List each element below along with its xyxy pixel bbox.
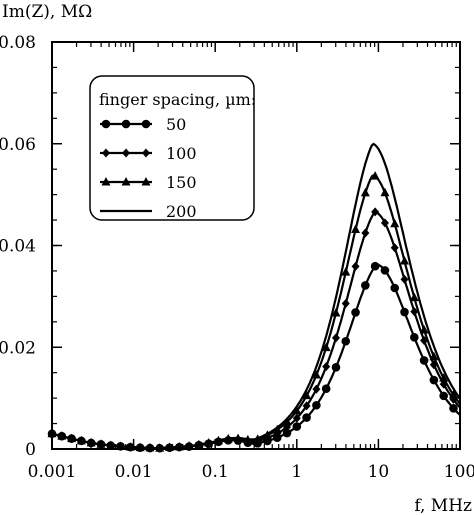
marker-triangle	[341, 267, 351, 276]
marker-circle	[341, 336, 351, 346]
marker-diamond	[351, 261, 360, 271]
x-tick-label: 1	[291, 462, 302, 482]
marker-triangle	[400, 256, 410, 265]
marker-diamond	[400, 274, 409, 284]
marker-circle	[429, 375, 439, 385]
marker-diamond	[410, 307, 419, 317]
marker-triangle	[321, 342, 331, 352]
marker-circle	[141, 119, 151, 129]
marker-circle	[439, 391, 448, 401]
marker-circle	[121, 119, 131, 129]
marker-triangle	[448, 389, 458, 399]
marker-triangle	[351, 224, 361, 233]
legend-label-200: 200	[166, 202, 197, 221]
marker-diamond	[371, 207, 380, 217]
legend-box	[89, 75, 255, 221]
x-tick-label: 100	[444, 462, 474, 482]
marker-diamond	[122, 148, 130, 158]
marker-diamond	[102, 148, 110, 158]
y-tick-label: 0.06	[0, 135, 36, 155]
marker-triangle	[121, 177, 131, 186]
marker-diamond	[142, 148, 150, 158]
series-line-100	[51, 210, 461, 450]
legend: finger spacing, µm: 50 100 150 200	[89, 75, 256, 221]
marker-circle	[390, 283, 400, 293]
marker-circle	[370, 261, 380, 271]
y-tick-label: 0.08	[0, 33, 36, 53]
marker-diamond	[341, 298, 350, 308]
marker-triangle	[360, 187, 370, 197]
marker-circle	[282, 428, 292, 438]
marker-triangle	[101, 177, 111, 186]
x-tick-label: 0.01	[115, 462, 153, 482]
marker-triangle	[429, 351, 439, 361]
axes: 0.001 0.01 0.1 1 10 100 0 0.02 0.04 0.06 0.08	[0, 33, 474, 482]
marker-circle	[101, 119, 111, 129]
marker-diamond	[390, 243, 399, 253]
marker-triangle	[409, 292, 419, 302]
marker-triangle	[390, 218, 400, 228]
marker-triangle	[302, 390, 312, 400]
marker-triangle	[282, 416, 292, 426]
marker-triangle	[331, 307, 341, 317]
series-100	[48, 207, 461, 453]
marker-circle	[419, 356, 429, 365]
marker-triangle	[311, 370, 321, 379]
series-line-50	[51, 263, 461, 450]
marker-diamond	[331, 333, 340, 343]
legend-label-50: 50	[166, 115, 186, 134]
marker-circle	[400, 307, 409, 317]
marker-triangle	[419, 324, 429, 334]
marker-circle	[312, 400, 321, 410]
marker-circle	[302, 413, 311, 422]
series-50	[47, 261, 461, 453]
legend-label-150: 150	[166, 173, 197, 192]
marker-circle	[410, 333, 419, 342]
marker-triangle	[272, 424, 282, 434]
marker-triangle	[292, 405, 302, 415]
legend-title: finger spacing, µm:	[99, 90, 256, 109]
x-tick-label: 10	[368, 462, 390, 482]
series-line-200	[51, 142, 461, 450]
marker-diamond	[361, 228, 370, 238]
marker-circle	[361, 281, 370, 290]
x-tick-label: 0.001	[28, 462, 77, 482]
marker-diamond	[380, 218, 389, 228]
y-tick-label: 0	[25, 440, 36, 460]
marker-triangle	[380, 187, 390, 197]
marker-circle	[331, 363, 341, 372]
marker-circle	[292, 422, 302, 431]
marker-circle	[321, 384, 331, 394]
marker-triangle	[439, 373, 449, 382]
marker-triangle	[141, 177, 151, 186]
marker-diamond	[302, 401, 311, 411]
marker-circle	[351, 308, 360, 317]
y-axis-title: Im(Z), MΩ	[2, 2, 92, 22]
legend-label-100: 100	[166, 144, 197, 163]
marker-diamond	[292, 413, 301, 423]
series-200	[51, 142, 461, 450]
y-tick-label: 0.02	[0, 338, 36, 358]
series-layer	[47, 142, 461, 453]
marker-circle	[380, 266, 390, 275]
x-tick-label: 0.1	[202, 462, 229, 482]
x-axis-title: f, MHz	[414, 496, 472, 515]
marker-diamond	[322, 362, 331, 372]
marker-circle	[449, 404, 458, 413]
y-tick-label: 0.04	[0, 237, 36, 257]
marker-diamond	[312, 384, 321, 394]
marker-triangle	[370, 171, 380, 180]
